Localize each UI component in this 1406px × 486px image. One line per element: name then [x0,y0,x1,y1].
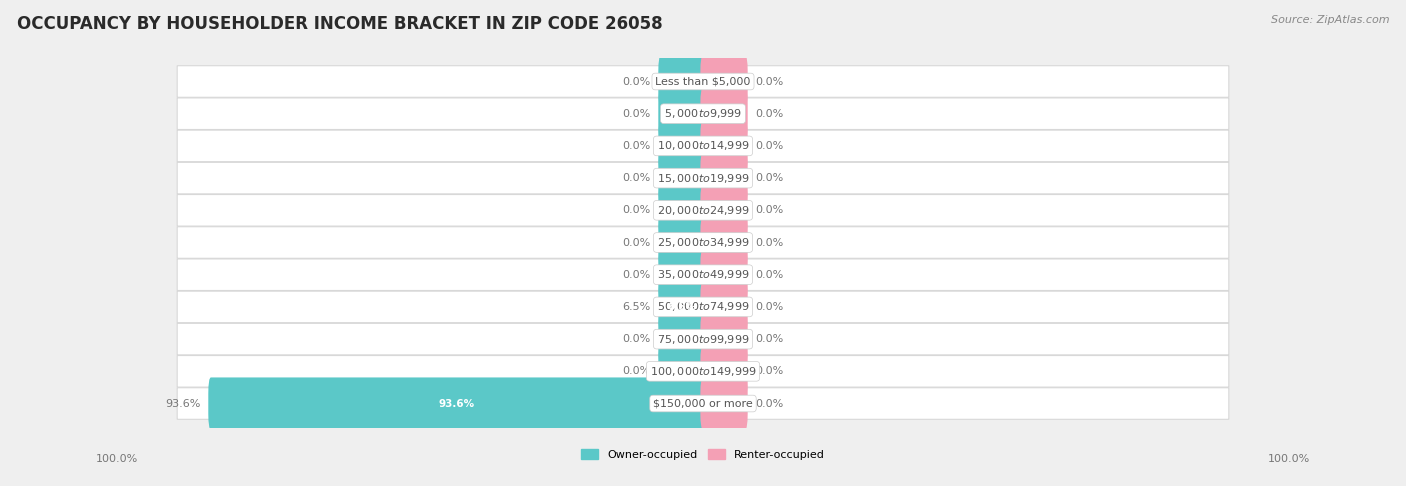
FancyBboxPatch shape [700,120,748,172]
Text: 0.0%: 0.0% [755,334,783,344]
Text: 0.0%: 0.0% [623,238,651,247]
Text: $100,000 to $149,999: $100,000 to $149,999 [650,365,756,378]
Text: Less than $5,000: Less than $5,000 [655,76,751,87]
FancyBboxPatch shape [700,249,748,301]
FancyBboxPatch shape [177,259,1229,291]
Text: $5,000 to $9,999: $5,000 to $9,999 [664,107,742,120]
Text: 0.0%: 0.0% [623,109,651,119]
Text: 0.0%: 0.0% [623,205,651,215]
FancyBboxPatch shape [700,313,748,365]
FancyBboxPatch shape [177,66,1229,97]
FancyBboxPatch shape [700,378,748,430]
FancyBboxPatch shape [658,313,706,365]
Text: 100.0%: 100.0% [96,454,138,464]
Text: 100.0%: 100.0% [1268,454,1310,464]
Text: $75,000 to $99,999: $75,000 to $99,999 [657,332,749,346]
Text: 0.0%: 0.0% [755,399,783,409]
Text: 6.5%: 6.5% [668,302,696,312]
FancyBboxPatch shape [658,152,706,204]
Text: 0.0%: 0.0% [623,270,651,280]
Text: 0.0%: 0.0% [623,141,651,151]
Text: 0.0%: 0.0% [755,302,783,312]
FancyBboxPatch shape [177,323,1229,355]
Text: 0.0%: 0.0% [755,76,783,87]
FancyBboxPatch shape [700,87,748,140]
Text: 0.0%: 0.0% [755,205,783,215]
Text: $25,000 to $34,999: $25,000 to $34,999 [657,236,749,249]
FancyBboxPatch shape [700,184,748,236]
FancyBboxPatch shape [700,55,748,107]
Text: 0.0%: 0.0% [755,109,783,119]
Text: 0.0%: 0.0% [755,141,783,151]
Text: 93.6%: 93.6% [439,399,475,409]
Text: 0.0%: 0.0% [623,173,651,183]
FancyBboxPatch shape [177,227,1229,258]
Text: 0.0%: 0.0% [755,238,783,247]
Text: 0.0%: 0.0% [755,270,783,280]
FancyBboxPatch shape [177,291,1229,323]
Text: 0.0%: 0.0% [623,366,651,376]
FancyBboxPatch shape [177,388,1229,419]
Text: $150,000 or more: $150,000 or more [654,399,752,409]
FancyBboxPatch shape [700,345,748,398]
FancyBboxPatch shape [700,216,748,269]
Text: OCCUPANCY BY HOUSEHOLDER INCOME BRACKET IN ZIP CODE 26058: OCCUPANCY BY HOUSEHOLDER INCOME BRACKET … [17,15,662,33]
FancyBboxPatch shape [177,194,1229,226]
FancyBboxPatch shape [177,130,1229,162]
FancyBboxPatch shape [208,378,706,430]
Text: 93.6%: 93.6% [165,399,201,409]
Text: 6.5%: 6.5% [623,302,651,312]
Text: 0.0%: 0.0% [623,76,651,87]
Text: 0.0%: 0.0% [755,366,783,376]
Text: $15,000 to $19,999: $15,000 to $19,999 [657,172,749,185]
Text: $10,000 to $14,999: $10,000 to $14,999 [657,139,749,153]
FancyBboxPatch shape [658,281,706,333]
Text: 0.0%: 0.0% [755,173,783,183]
FancyBboxPatch shape [658,216,706,269]
FancyBboxPatch shape [658,249,706,301]
FancyBboxPatch shape [658,184,706,236]
FancyBboxPatch shape [658,87,706,140]
Legend: Owner-occupied, Renter-occupied: Owner-occupied, Renter-occupied [576,445,830,465]
FancyBboxPatch shape [658,55,706,107]
Text: $35,000 to $49,999: $35,000 to $49,999 [657,268,749,281]
FancyBboxPatch shape [177,356,1229,387]
FancyBboxPatch shape [177,98,1229,129]
Text: 0.0%: 0.0% [623,334,651,344]
Text: $50,000 to $74,999: $50,000 to $74,999 [657,300,749,313]
FancyBboxPatch shape [177,162,1229,194]
FancyBboxPatch shape [658,120,706,172]
FancyBboxPatch shape [700,281,748,333]
Text: $20,000 to $24,999: $20,000 to $24,999 [657,204,749,217]
FancyBboxPatch shape [700,152,748,204]
FancyBboxPatch shape [658,345,706,398]
Text: Source: ZipAtlas.com: Source: ZipAtlas.com [1271,15,1389,25]
